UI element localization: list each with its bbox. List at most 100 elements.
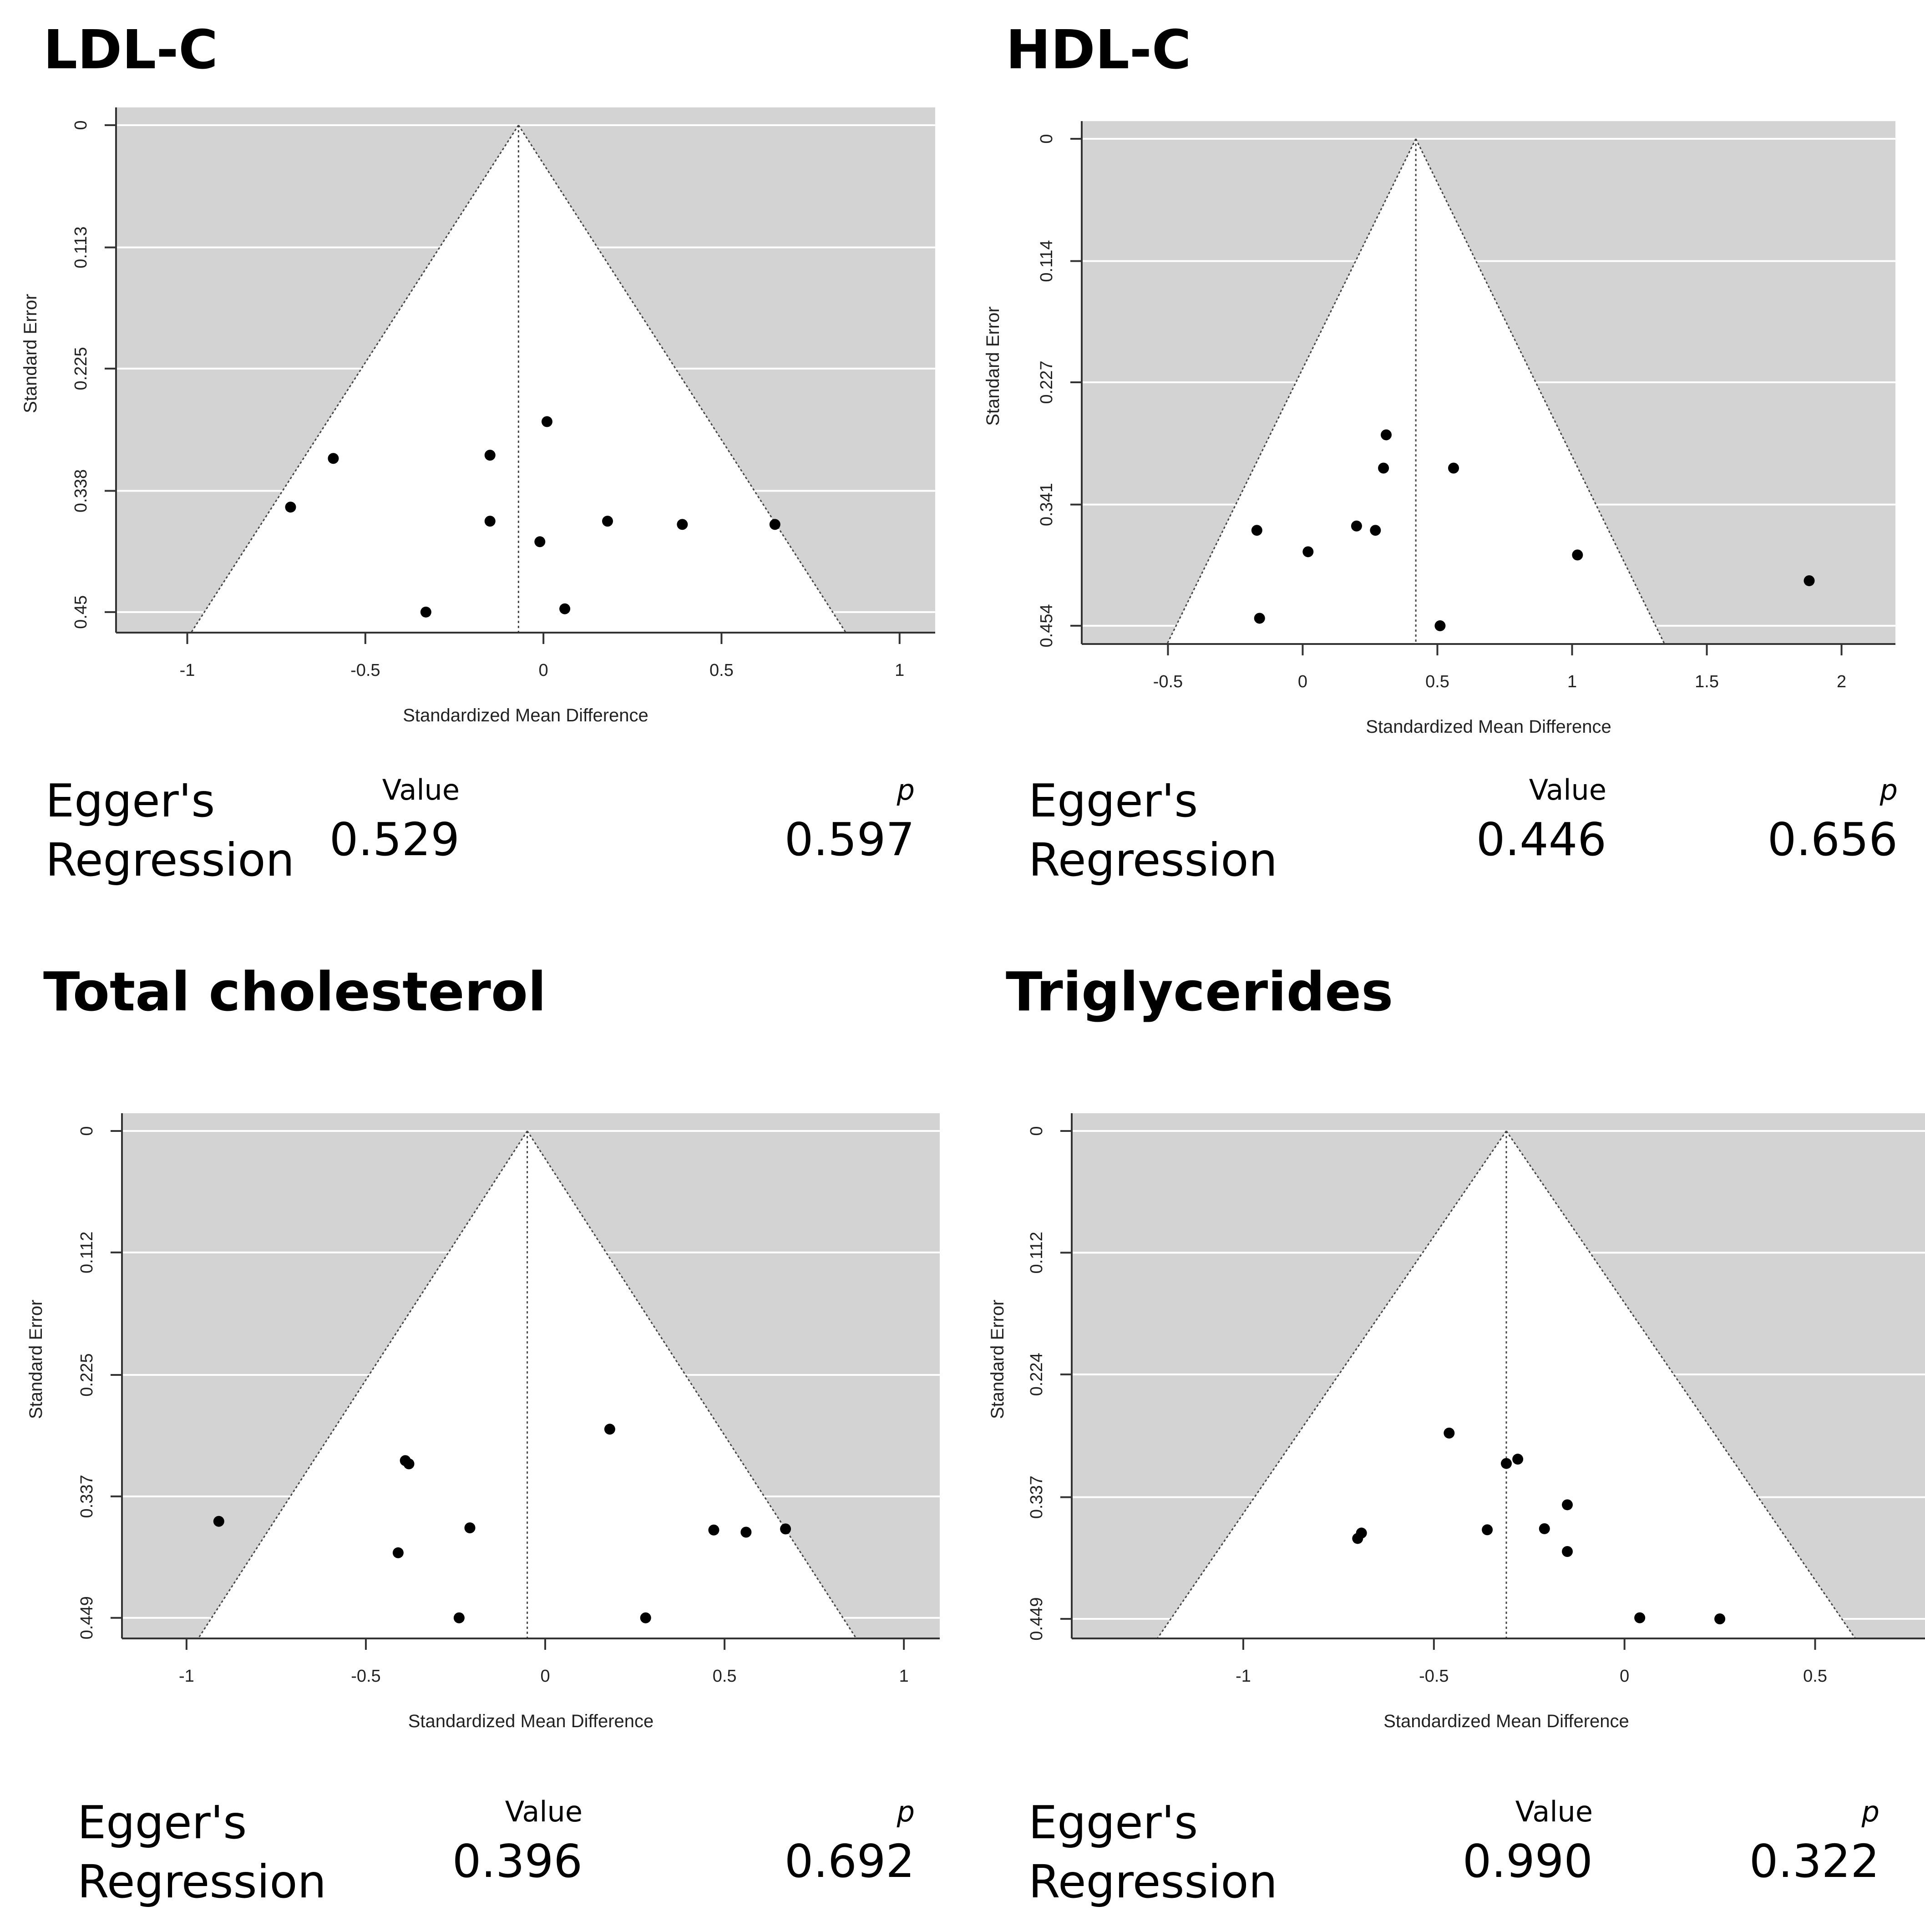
y-tick-label: 0.337 [77,1475,96,1518]
panel-title: Total cholesterol [43,960,547,1023]
egger-label-line1: Egger's [77,1796,247,1849]
x-tick-label: 0.5 [713,1667,737,1686]
data-point [1448,462,1459,474]
data-point [1803,575,1815,586]
data-point [1512,1454,1524,1465]
data-point [640,1612,651,1623]
panel-triglycerides: Triglycerides 0 0.112 0.224 0.337 0.449 -1 -0.… [962,942,1925,1908]
data-point [1254,613,1265,624]
data-point [1501,1458,1512,1469]
panel-title: HDL-C [1006,18,1191,81]
data-point [602,516,613,527]
egger-label-line1: Egger's [1028,1796,1198,1849]
egger-p-value: 0.322 [1749,1835,1879,1888]
data-point [559,603,571,614]
data-point [484,516,496,527]
data-point [464,1522,476,1533]
egger-value-header: Value [505,1795,583,1828]
data-point [403,1458,415,1470]
egger-p-value: 0.692 [784,1835,915,1888]
x-tick-label: -0.5 [350,661,380,680]
egger-value-header: Value [1515,1795,1593,1828]
x-axis-label: Standardized Mean Difference [408,1711,654,1731]
data-point [392,1547,404,1558]
x-axis-label: Standardized Mean Difference [1366,717,1611,737]
egger-p-header: p [1879,773,1898,806]
x-tick-label: 1 [899,1667,909,1686]
egger-p-header: p [897,1795,915,1828]
funnel-right-edge [518,125,847,633]
egger-value: 0.446 [1476,813,1606,866]
y-tick-label: 0.449 [77,1596,96,1639]
y-tick-label: 0.338 [71,469,91,512]
y-tick-label: 0.112 [77,1232,96,1273]
x-tick-label: 0.5 [1803,1667,1827,1686]
y-tick-label: 0 [77,1126,96,1136]
funnel-right-edge [527,1131,857,1639]
funnel-region [1157,1131,1855,1638]
funnel-right-edge [1415,138,1666,644]
egger-label-line2: Regression [77,1855,326,1908]
x-tick-label: 0 [1298,672,1307,691]
y-tick-label: 0.113 [71,227,91,269]
x-tick-label: -1 [179,1667,194,1686]
y-tick-label: 0.341 [1037,483,1056,526]
data-point [1539,1523,1550,1534]
funnel-left-edge [198,1131,528,1639]
data-point [285,502,296,513]
egger-label-line2: Regression [1028,1855,1277,1908]
x-tick-label: -1 [1236,1667,1251,1686]
x-axis-label: Standardized Mean Difference [1383,1711,1629,1731]
data-point [1562,1546,1573,1557]
funnel-region [191,125,846,633]
funnel-left-edge [1166,138,1417,644]
data-point [708,1524,719,1536]
y-tick-label: 0 [1037,134,1056,143]
data-point [677,519,688,530]
data-point [1378,462,1389,474]
data-point [1370,525,1381,536]
data-point [1434,620,1446,631]
x-tick-label: 2 [1837,672,1846,691]
data-point [1714,1613,1726,1625]
egger-value: 0.529 [329,813,460,866]
funnel-plot-ldl-c: 0 0.113 0.225 0.338 0.45 -1 -0.5 0 0.5 1 Standardi… [20,107,935,725]
egger-value: 0.396 [452,1835,583,1888]
egger-label-line2: Regression [46,833,294,887]
data-point [1482,1524,1493,1536]
data-point [213,1516,224,1527]
data-point [1251,525,1262,536]
data-point [541,416,552,427]
x-tick-label: -1 [180,661,195,680]
x-axis-label: Standardized Mean Difference [403,705,648,725]
y-axis-label: Standard Error [26,1300,46,1419]
data-point [1351,520,1362,532]
x-tick-label: 1 [1567,672,1577,691]
funnel-plot-hdl-c: 0 0.114 0.227 0.341 0.454 -0.5 0 0.5 1 1.5 2 Standa… [983,121,1895,737]
y-tick-label: 0.225 [77,1354,96,1397]
panel-ldl-c: LDL-C 0 0.113 0.225 0.338 0.45 -1 -0.5 0 0.5 1 Sta… [0,0,962,956]
y-axis-label: Standard Error [983,306,1003,426]
x-tick-label: 1.5 [1695,672,1719,691]
data-point [534,536,546,548]
data-point [1562,1499,1573,1511]
y-tick-label: 0.449 [1027,1597,1046,1640]
data-point [780,1523,791,1535]
x-tick-label: 0 [540,1667,550,1686]
egger-value-header: Value [1529,773,1606,806]
egger-p-value: 0.656 [1767,813,1898,866]
panel-title: Triglycerides [1006,960,1393,1023]
panel-hdl-c: HDL-C 0 0.114 0.227 0.341 0.454 -0.5 0 0.5 1 1.5 2… [962,0,1925,956]
y-tick-label: 0.454 [1037,604,1056,647]
y-tick-label: 0.45 [71,595,91,629]
data-point [1352,1533,1363,1544]
egger-value-header: Value [382,773,460,806]
egger-label-line2: Regression [1028,833,1277,887]
funnel-left-edge [190,125,519,633]
data-point [1572,549,1583,561]
x-tick-label: 0 [1620,1667,1629,1686]
x-tick-label: 0.5 [709,661,734,680]
y-tick-label: 0 [71,120,91,130]
panel-title: LDL-C [43,18,218,81]
egger-label-line1: Egger's [1028,774,1198,827]
